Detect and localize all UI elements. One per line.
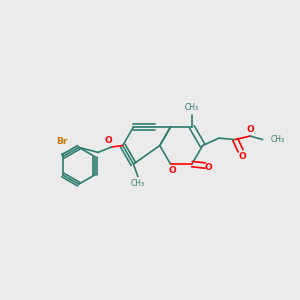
Text: O: O — [105, 136, 112, 145]
Text: O: O — [205, 163, 213, 172]
Text: Br: Br — [56, 137, 68, 146]
Text: CH₃: CH₃ — [185, 103, 199, 112]
Text: CH₃: CH₃ — [131, 178, 145, 188]
Text: CH₃: CH₃ — [271, 135, 285, 144]
Text: O: O — [168, 166, 176, 175]
Text: O: O — [246, 125, 254, 134]
Text: O: O — [238, 152, 246, 161]
